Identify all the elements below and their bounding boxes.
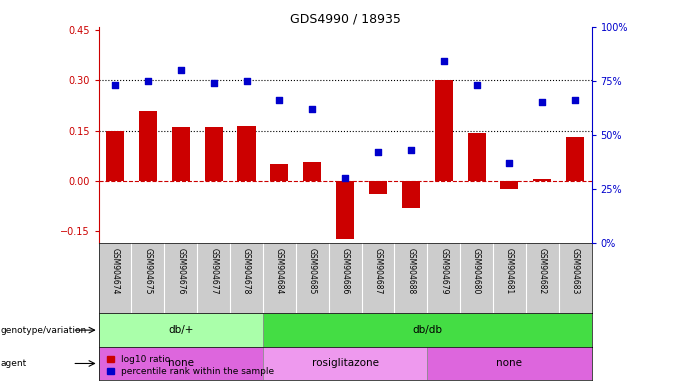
Bar <box>172 127 190 181</box>
Text: GSM904685: GSM904685 <box>308 248 317 294</box>
Bar <box>468 133 486 181</box>
Point <box>570 97 581 103</box>
Point <box>373 149 384 155</box>
Text: GSM904686: GSM904686 <box>341 248 350 294</box>
Bar <box>237 126 256 181</box>
Text: GSM904680: GSM904680 <box>472 248 481 294</box>
Point <box>241 78 252 84</box>
Bar <box>139 111 157 181</box>
Text: GSM904675: GSM904675 <box>143 248 152 294</box>
Text: genotype/variation: genotype/variation <box>1 326 87 334</box>
Text: db/+: db/+ <box>168 325 193 335</box>
Point <box>109 82 120 88</box>
Title: GDS4990 / 18935: GDS4990 / 18935 <box>290 13 401 26</box>
Bar <box>500 181 518 189</box>
Point <box>307 106 318 112</box>
Text: agent: agent <box>1 359 27 368</box>
Text: GSM904688: GSM904688 <box>407 248 415 294</box>
Text: none: none <box>168 359 194 369</box>
Bar <box>263 347 427 380</box>
Point <box>405 147 416 153</box>
Bar <box>106 131 124 181</box>
Bar <box>303 162 321 181</box>
Bar <box>336 181 354 240</box>
Bar <box>369 181 387 194</box>
Text: GSM904678: GSM904678 <box>242 248 251 294</box>
Bar <box>427 347 592 380</box>
Text: GSM904677: GSM904677 <box>209 248 218 294</box>
Bar <box>99 347 263 380</box>
Text: GSM904681: GSM904681 <box>505 248 514 294</box>
Text: GSM904674: GSM904674 <box>111 248 120 294</box>
Point <box>537 99 547 106</box>
Bar <box>533 179 551 181</box>
Text: GSM904684: GSM904684 <box>275 248 284 294</box>
Bar <box>205 127 222 181</box>
Bar <box>566 137 584 181</box>
Bar <box>435 80 453 181</box>
Text: db/db: db/db <box>412 325 442 335</box>
Point <box>504 160 515 166</box>
Text: GSM904682: GSM904682 <box>538 248 547 294</box>
Text: GSM904676: GSM904676 <box>176 248 185 294</box>
Text: GSM904687: GSM904687 <box>373 248 382 294</box>
Point <box>274 97 285 103</box>
Point <box>175 67 186 73</box>
Point <box>439 58 449 65</box>
Bar <box>402 181 420 208</box>
Text: none: none <box>496 359 522 369</box>
Text: GSM904679: GSM904679 <box>439 248 448 294</box>
Text: rosiglitazone: rosiglitazone <box>311 359 379 369</box>
Legend: log10 ratio, percentile rank within the sample: log10 ratio, percentile rank within the … <box>103 352 278 379</box>
Bar <box>263 313 592 347</box>
Point <box>340 175 351 181</box>
Point <box>208 80 219 86</box>
Bar <box>271 164 288 181</box>
Text: GSM904683: GSM904683 <box>571 248 579 294</box>
Point <box>471 82 482 88</box>
Point <box>143 78 154 84</box>
Bar <box>99 313 263 347</box>
